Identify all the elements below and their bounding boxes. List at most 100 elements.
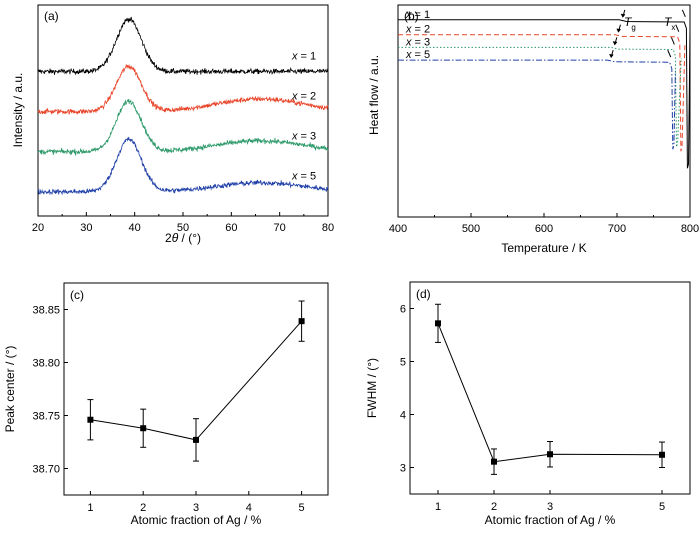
dsc-tg-arrowhead-x-1 <box>620 13 626 18</box>
panel-b-series-group <box>398 9 691 169</box>
dsc-label-eq: = 1 <box>412 9 431 21</box>
panel-b-tx-main: T <box>664 15 673 29</box>
panel-a-series-labels: x = 1x = 2x = 3x = 5 <box>291 51 316 183</box>
panel-b-y-axis-label: Heat flow / a.u. <box>367 55 381 135</box>
dsc-tg-arrowhead-x-5 <box>609 53 614 59</box>
data-point <box>435 320 441 327</box>
x-tick-label: 3 <box>193 502 199 514</box>
panel-d-y-axis-label: FWHM / (°) <box>365 358 379 418</box>
panel-b-tg-label: Tg <box>624 15 636 32</box>
data-point <box>193 436 199 443</box>
panel-c-y-axis-label: Peak center / (°) <box>3 346 17 433</box>
panel-a: (a) x = 1x = 2x = 3x = 5 20 30 40 50 60 70 80 … <box>11 4 334 245</box>
xrd-curve-x-3 <box>37 98 329 157</box>
panel-c-plot: 1 2 3 4 5 38.70 38.75 38.80 38.85 <box>32 300 305 514</box>
panel-a-x-tick-label: 30 <box>80 222 92 234</box>
y-tick-label: 38.70 <box>32 464 60 476</box>
dsc-label-var: x <box>405 49 412 61</box>
panel-a-x-tick-label: 50 <box>177 222 189 234</box>
x-tick-label: 5 <box>659 501 665 513</box>
panel-a-x-tick-label: 80 <box>322 222 334 234</box>
dsc-curve-x-2 <box>398 34 686 152</box>
xrd-label-x-3: x = 3 <box>291 131 316 143</box>
y-tick-label: 5 <box>400 357 406 369</box>
dsc-tg-arrowhead-x-3 <box>612 41 618 46</box>
x-tick-label: 4 <box>246 502 252 514</box>
data-point <box>298 318 305 325</box>
panel-b-tx-sub: x <box>671 23 675 32</box>
xrd-label-eq: = 3 <box>298 131 317 143</box>
panel-d-label: (d) <box>416 287 431 301</box>
dsc-label-x-3: x = 3 <box>405 36 430 48</box>
dsc-label-x-5: x = 5 <box>405 49 430 61</box>
panel-d-plot: 1 2 3 5 3 4 5 6 <box>400 304 665 514</box>
panel-a-x-tick-label: 60 <box>225 222 237 234</box>
panel-b-x-tick-label: 800 <box>681 223 699 235</box>
series-line <box>437 323 663 463</box>
xrd-curve-x-2 <box>37 64 329 116</box>
panel-c-x-axis-label: Atomic fraction of Ag / % <box>131 513 262 527</box>
dsc-tx-arrow-x-5 <box>667 49 672 58</box>
series-line <box>90 320 302 441</box>
panel-b-x-tick-label: 700 <box>608 223 626 235</box>
data-point <box>140 425 147 432</box>
panel-a-x-axis-label: 2θ / (°) <box>165 231 201 245</box>
xrd-label-var: x <box>291 131 298 143</box>
x-tick-label: 1 <box>87 502 93 514</box>
xrd-label-x-1: x = 1 <box>291 51 316 63</box>
panel-b-x-tick-label: 400 <box>389 223 407 235</box>
panel-b-x-tick-label: 600 <box>535 223 553 235</box>
panel-c-label: (c) <box>70 288 84 302</box>
panel-a-x-tick-label: 40 <box>129 222 141 234</box>
x-tick-label: 3 <box>547 501 553 513</box>
panel-a-x-tick-label: 20 <box>32 222 44 234</box>
panel-b-x-axis-label: Temperature / K <box>501 241 586 255</box>
xrd-label-eq: = 2 <box>298 91 317 103</box>
dsc-label-x-1: x = 1 <box>405 9 430 21</box>
y-tick-label: 4 <box>400 410 406 422</box>
dsc-label-eq: = 2 <box>412 24 431 36</box>
xrd-label-x-2: x = 2 <box>291 91 316 103</box>
panel-a-xlabel-suffix: / (°) <box>178 231 201 245</box>
panel-d-x-axis-label: Atomic fraction of Ag / % <box>485 513 616 527</box>
panel-b-tg-main: T <box>624 15 633 29</box>
data-point <box>547 451 553 458</box>
dsc-label-eq: = 3 <box>412 36 431 48</box>
dsc-label-x-2: x = 2 <box>405 24 430 36</box>
xrd-label-var: x <box>291 51 298 63</box>
dsc-curve-x-1 <box>398 19 691 169</box>
panel-a-label: (a) <box>44 9 59 23</box>
dsc-curve-x-3 <box>398 46 682 148</box>
panel-b: (b) x = 1x = 2x = 3x = 5 400 500 600 700 800… <box>367 4 699 255</box>
y-tick-label: 38.80 <box>32 358 60 370</box>
panel-d: (d) 1 2 3 5 3 4 5 6 Atomic fraction of Ag / % F… <box>365 281 691 527</box>
panel-b-x-tick-label: 500 <box>462 223 480 235</box>
x-tick-label: 2 <box>491 501 497 513</box>
panel-b-tx-label: Tx <box>664 15 675 32</box>
xrd-label-var: x <box>291 171 298 183</box>
xrd-label-x-5: x = 5 <box>291 171 316 183</box>
dsc-tx-arrow-x-1 <box>681 9 686 18</box>
panel-a-xlabel-var: θ <box>172 231 179 245</box>
x-tick-label: 1 <box>435 501 441 513</box>
dsc-tg-arrowhead-x-2 <box>616 28 621 33</box>
x-tick-label: 2 <box>140 502 146 514</box>
dsc-curve-x-5 <box>398 59 676 150</box>
xrd-label-var: x <box>291 91 298 103</box>
dsc-tx-arrow-x-3 <box>670 37 675 45</box>
xrd-label-eq: = 5 <box>298 171 317 183</box>
panel-a-xlabel-prefix: 2 <box>165 231 172 245</box>
panel-b-x-ticks: 400 500 600 700 800 <box>389 213 699 235</box>
panel-a-x-ticks: 20 30 40 50 60 70 80 <box>32 212 334 234</box>
dsc-label-var: x <box>405 24 412 36</box>
y-tick-label: 3 <box>400 463 406 475</box>
x-tick-label: 5 <box>299 502 305 514</box>
y-tick-label: 38.75 <box>32 411 60 423</box>
dsc-label-var: x <box>405 36 412 48</box>
data-point <box>659 451 665 458</box>
y-tick-label: 38.85 <box>32 305 60 317</box>
dsc-label-eq: = 5 <box>412 49 431 61</box>
dsc-label-var: x <box>405 9 412 21</box>
panel-a-y-axis-label: Intensity / a.u. <box>11 73 25 148</box>
panel-b-series-labels: x = 1x = 2x = 3x = 5 <box>405 9 430 61</box>
